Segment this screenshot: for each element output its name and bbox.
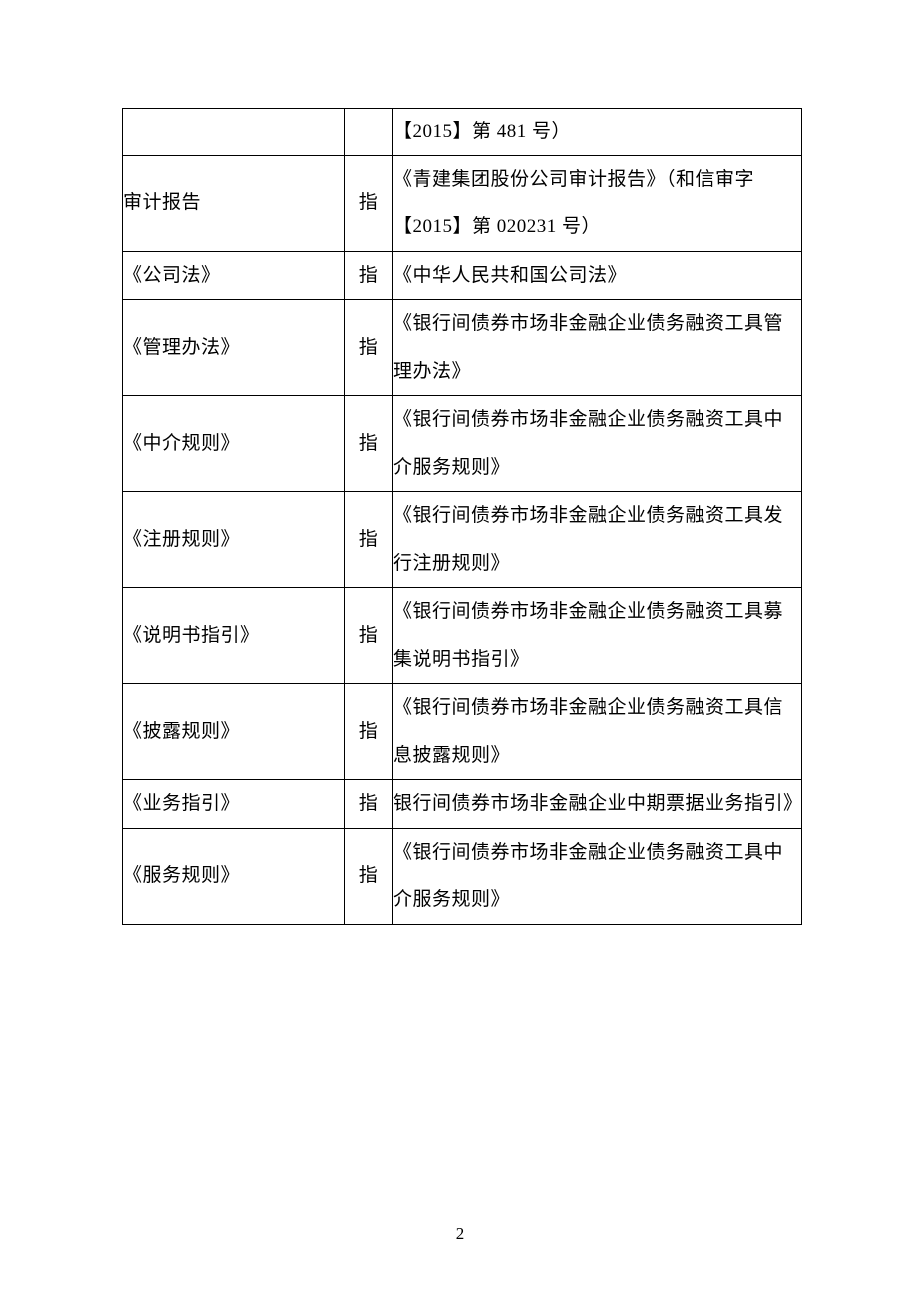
page-number: 2 [0, 1224, 920, 1244]
table-row: 审计报告指《青建集团股份公司审计报告》（和信审字【2015】第 020231 号… [123, 155, 802, 251]
definition-text: 《银行间债券市场非金融企业债务融资工具管理办法》 [393, 300, 801, 395]
definition-cell: 《银行间债券市场非金融企业债务融资工具信息披露规则》 [393, 684, 802, 780]
table-row: 《披露规则》指《银行间债券市场非金融企业债务融资工具信息披露规则》 [123, 684, 802, 780]
term-cell: 《业务指引》 [123, 780, 345, 829]
term-cell: 《说明书指引》 [123, 588, 345, 684]
zhi-text: 指 [345, 324, 392, 372]
zhi-cell: 指 [345, 828, 393, 924]
term-text: 《说明书指引》 [123, 612, 344, 660]
table-row: 《业务指引》指银行间债券市场非金融企业中期票据业务指引》 [123, 780, 802, 829]
table-row: 《中介规则》指《银行间债券市场非金融企业债务融资工具中介服务规则》 [123, 396, 802, 492]
zhi-cell [345, 109, 393, 156]
definition-text: 【2015】第 481 号） [393, 109, 801, 155]
term-text: 《披露规则》 [123, 708, 344, 756]
definition-cell: 《银行间债券市场非金融企业债务融资工具募集说明书指引》 [393, 588, 802, 684]
definition-text: 银行间债券市场非金融企业中期票据业务指引》 [393, 780, 801, 828]
term-cell: 审计报告 [123, 155, 345, 251]
zhi-text: 指 [345, 252, 392, 300]
term-cell: 《服务规则》 [123, 828, 345, 924]
definition-cell: 《银行间债券市场非金融企业债务融资工具中介服务规则》 [393, 828, 802, 924]
zhi-cell: 指 [345, 780, 393, 829]
definition-text: 《银行间债券市场非金融企业债务融资工具发行注册规则》 [393, 492, 801, 587]
zhi-text: 指 [345, 420, 392, 468]
zhi-cell: 指 [345, 251, 393, 300]
term-text: 《中介规则》 [123, 420, 344, 468]
definition-cell: 银行间债券市场非金融企业中期票据业务指引》 [393, 780, 802, 829]
definition-text: 《银行间债券市场非金融企业债务融资工具中介服务规则》 [393, 396, 801, 491]
definition-cell: 《银行间债券市场非金融企业债务融资工具中介服务规则》 [393, 396, 802, 492]
zhi-text: 指 [345, 516, 392, 564]
zhi-text: 指 [345, 708, 392, 756]
definition-text: 《中华人民共和国公司法》 [393, 252, 801, 300]
table-row: 【2015】第 481 号） [123, 109, 802, 156]
zhi-cell: 指 [345, 396, 393, 492]
zhi-cell: 指 [345, 300, 393, 396]
term-cell: 《管理办法》 [123, 300, 345, 396]
term-text: 《服务规则》 [123, 852, 344, 900]
table-row: 《管理办法》指《银行间债券市场非金融企业债务融资工具管理办法》 [123, 300, 802, 396]
term-text: 《业务指引》 [123, 780, 344, 828]
definition-cell: 《青建集团股份公司审计报告》（和信审字【2015】第 020231 号） [393, 155, 802, 251]
zhi-text: 指 [345, 780, 392, 828]
definition-text: 《银行间债券市场非金融企业债务融资工具募集说明书指引》 [393, 588, 801, 683]
zhi-text: 指 [345, 852, 392, 900]
definition-cell: 《银行间债券市场非金融企业债务融资工具发行注册规则》 [393, 492, 802, 588]
page-container: 【2015】第 481 号）审计报告指《青建集团股份公司审计报告》（和信审字【2… [0, 0, 920, 925]
zhi-cell: 指 [345, 155, 393, 251]
term-text: 《公司法》 [123, 252, 344, 300]
term-text: 审计报告 [123, 179, 344, 227]
term-cell: 《披露规则》 [123, 684, 345, 780]
zhi-cell: 指 [345, 492, 393, 588]
term-cell: 《公司法》 [123, 251, 345, 300]
zhi-cell: 指 [345, 588, 393, 684]
table-row: 《说明书指引》指《银行间债券市场非金融企业债务融资工具募集说明书指引》 [123, 588, 802, 684]
zhi-cell: 指 [345, 684, 393, 780]
table-row: 《服务规则》指《银行间债券市场非金融企业债务融资工具中介服务规则》 [123, 828, 802, 924]
term-text: 《管理办法》 [123, 324, 344, 372]
term-cell: 《注册规则》 [123, 492, 345, 588]
term-cell [123, 109, 345, 156]
definition-text: 《银行间债券市场非金融企业债务融资工具中介服务规则》 [393, 829, 801, 924]
zhi-text: 指 [345, 612, 392, 660]
term-text: 《注册规则》 [123, 516, 344, 564]
table-row: 《公司法》指《中华人民共和国公司法》 [123, 251, 802, 300]
definition-cell: 《银行间债券市场非金融企业债务融资工具管理办法》 [393, 300, 802, 396]
glossary-table: 【2015】第 481 号）审计报告指《青建集团股份公司审计报告》（和信审字【2… [122, 108, 802, 925]
definition-text: 《银行间债券市场非金融企业债务融资工具信息披露规则》 [393, 684, 801, 779]
term-cell: 《中介规则》 [123, 396, 345, 492]
table-row: 《注册规则》指《银行间债券市场非金融企业债务融资工具发行注册规则》 [123, 492, 802, 588]
definition-cell: 【2015】第 481 号） [393, 109, 802, 156]
definition-cell: 《中华人民共和国公司法》 [393, 251, 802, 300]
glossary-table-body: 【2015】第 481 号）审计报告指《青建集团股份公司审计报告》（和信审字【2… [123, 109, 802, 925]
zhi-text: 指 [345, 179, 392, 227]
definition-text: 《青建集团股份公司审计报告》（和信审字【2015】第 020231 号） [393, 156, 801, 251]
